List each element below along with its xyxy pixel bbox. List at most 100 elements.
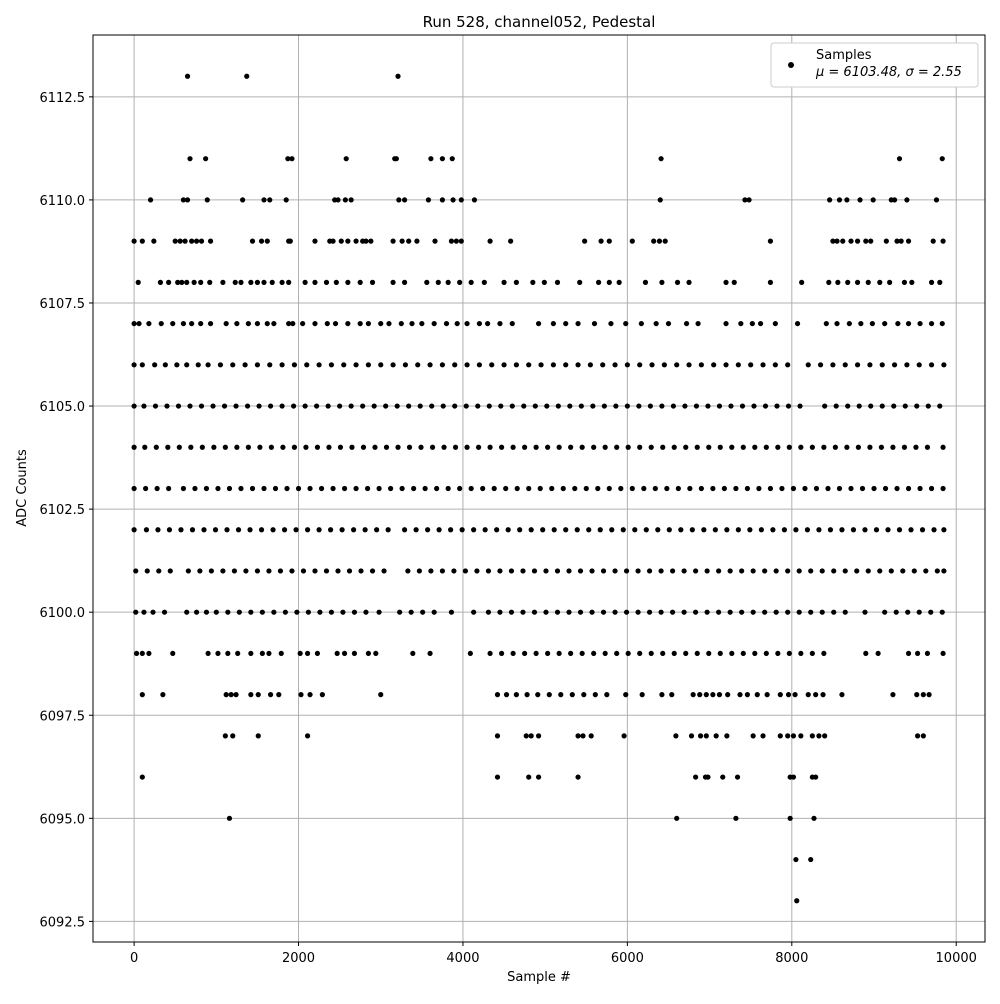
data-point <box>600 609 607 615</box>
data-point <box>228 692 234 698</box>
data-point <box>207 238 214 244</box>
data-point <box>844 197 850 203</box>
data-point <box>678 527 684 533</box>
data-point <box>858 320 864 327</box>
data-point <box>656 238 663 244</box>
data-point <box>220 279 226 285</box>
data-point <box>304 362 310 368</box>
data-point <box>833 403 839 409</box>
data-point <box>830 238 836 244</box>
data-point <box>508 238 514 244</box>
data-point <box>415 362 421 368</box>
data-point <box>376 609 382 615</box>
data-point <box>698 485 704 492</box>
data-point <box>401 279 408 285</box>
data-point <box>705 774 711 780</box>
data-point <box>763 444 769 450</box>
data-point <box>854 238 861 244</box>
data-point <box>307 692 313 698</box>
data-point <box>464 362 470 368</box>
data-point <box>317 609 323 615</box>
data-point <box>524 692 530 698</box>
data-point <box>139 692 145 698</box>
data-point <box>152 403 159 409</box>
data-point <box>497 609 503 615</box>
y-tick-label: 6102.5 <box>40 503 86 518</box>
data-point <box>648 444 654 450</box>
plot-frame <box>92 34 986 943</box>
data-point <box>658 609 664 615</box>
data-point <box>249 485 256 492</box>
data-point <box>304 733 311 739</box>
data-point <box>665 320 672 327</box>
y-tick-label: 6092.5 <box>40 915 86 930</box>
data-point <box>235 650 241 657</box>
data-point <box>330 238 336 244</box>
data-point <box>522 444 528 450</box>
data-point <box>777 692 783 698</box>
data-point <box>378 692 384 698</box>
data-point <box>323 568 330 574</box>
data-point <box>616 279 622 285</box>
data-point <box>660 444 666 450</box>
data-point <box>632 527 638 533</box>
data-point <box>427 362 433 368</box>
data-point <box>531 609 538 615</box>
data-point <box>739 403 746 409</box>
data-point <box>520 609 526 615</box>
data-point <box>808 856 814 863</box>
data-point <box>386 320 392 327</box>
data-point <box>604 692 610 698</box>
data-point <box>624 362 630 368</box>
data-point <box>232 279 238 285</box>
data-point <box>767 485 774 492</box>
data-point <box>925 403 931 409</box>
data-point <box>556 650 562 657</box>
data-point <box>282 609 288 615</box>
data-point <box>638 320 644 327</box>
data-point <box>674 279 681 285</box>
data-point <box>591 650 597 657</box>
data-point <box>875 650 881 657</box>
data-point <box>501 279 507 285</box>
data-point <box>890 444 896 450</box>
data-point <box>772 362 778 368</box>
data-point <box>729 650 735 657</box>
data-point <box>930 238 936 244</box>
data-point <box>793 527 799 533</box>
data-point <box>723 279 729 285</box>
data-point <box>184 279 190 285</box>
y-tick-label: 6095.0 <box>40 812 86 827</box>
data-point <box>883 238 889 244</box>
data-point <box>882 485 889 492</box>
data-point <box>345 320 351 327</box>
data-point <box>809 444 815 450</box>
data-point <box>550 362 556 368</box>
data-point <box>160 692 166 698</box>
data-point <box>182 238 188 244</box>
data-point <box>725 692 731 698</box>
data-point <box>928 485 935 492</box>
data-point <box>139 238 145 244</box>
data-point <box>235 527 242 533</box>
data-point <box>143 527 150 533</box>
data-point <box>376 485 382 492</box>
data-point <box>850 527 857 533</box>
data-point <box>840 238 846 244</box>
data-point <box>198 320 204 327</box>
data-point <box>335 197 341 203</box>
data-point <box>304 650 311 657</box>
data-point <box>636 403 642 409</box>
data-point <box>775 444 781 450</box>
data-point <box>179 279 185 285</box>
data-point <box>334 650 340 657</box>
data-point <box>731 279 737 285</box>
data-point <box>835 279 841 285</box>
data-point <box>290 403 297 409</box>
data-point <box>371 403 377 409</box>
data-point <box>689 527 695 533</box>
data-point <box>568 444 574 450</box>
data-point <box>131 320 137 327</box>
data-point <box>141 403 147 409</box>
data-point <box>485 568 492 574</box>
